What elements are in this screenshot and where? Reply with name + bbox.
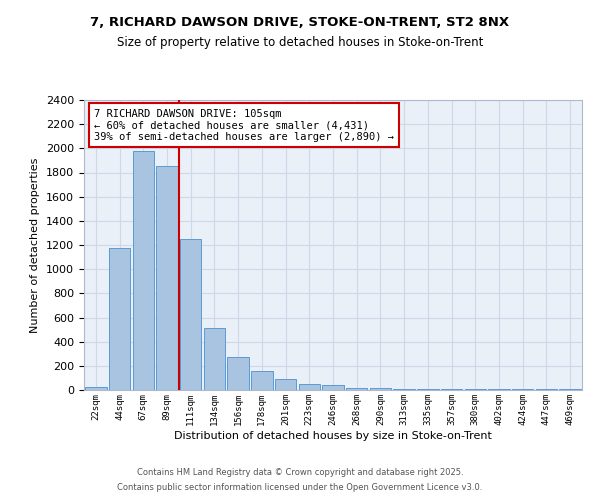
Bar	[299, 384, 320, 390]
Bar	[157, 166, 178, 390]
Text: 7, RICHARD DAWSON DRIVE, STOKE-ON-TRENT, ST2 8NX: 7, RICHARD DAWSON DRIVE, STOKE-ON-TRENT,…	[91, 16, 509, 29]
Bar	[251, 372, 272, 390]
Text: Contains HM Land Registry data © Crown copyright and database right 2025.: Contains HM Land Registry data © Crown c…	[137, 468, 463, 477]
Bar	[133, 152, 154, 390]
Bar	[464, 389, 486, 390]
Y-axis label: Number of detached properties: Number of detached properties	[31, 158, 40, 332]
Text: Contains public sector information licensed under the Open Government Licence v3: Contains public sector information licen…	[118, 483, 482, 492]
Bar	[275, 379, 296, 390]
Bar	[322, 385, 344, 390]
Bar	[85, 387, 107, 390]
Bar	[559, 389, 581, 390]
Bar	[346, 388, 367, 390]
Bar	[536, 389, 557, 390]
Text: 7 RICHARD DAWSON DRIVE: 105sqm
← 60% of detached houses are smaller (4,431)
39% : 7 RICHARD DAWSON DRIVE: 105sqm ← 60% of …	[94, 108, 394, 142]
X-axis label: Distribution of detached houses by size in Stoke-on-Trent: Distribution of detached houses by size …	[174, 430, 492, 440]
Bar	[417, 389, 439, 390]
Bar	[109, 248, 130, 390]
Bar	[394, 389, 415, 390]
Bar	[227, 357, 249, 390]
Text: Size of property relative to detached houses in Stoke-on-Trent: Size of property relative to detached ho…	[117, 36, 483, 49]
Bar	[441, 389, 462, 390]
Bar	[488, 389, 509, 390]
Bar	[512, 389, 533, 390]
Bar	[204, 328, 225, 390]
Bar	[180, 239, 202, 390]
Bar	[370, 388, 391, 390]
